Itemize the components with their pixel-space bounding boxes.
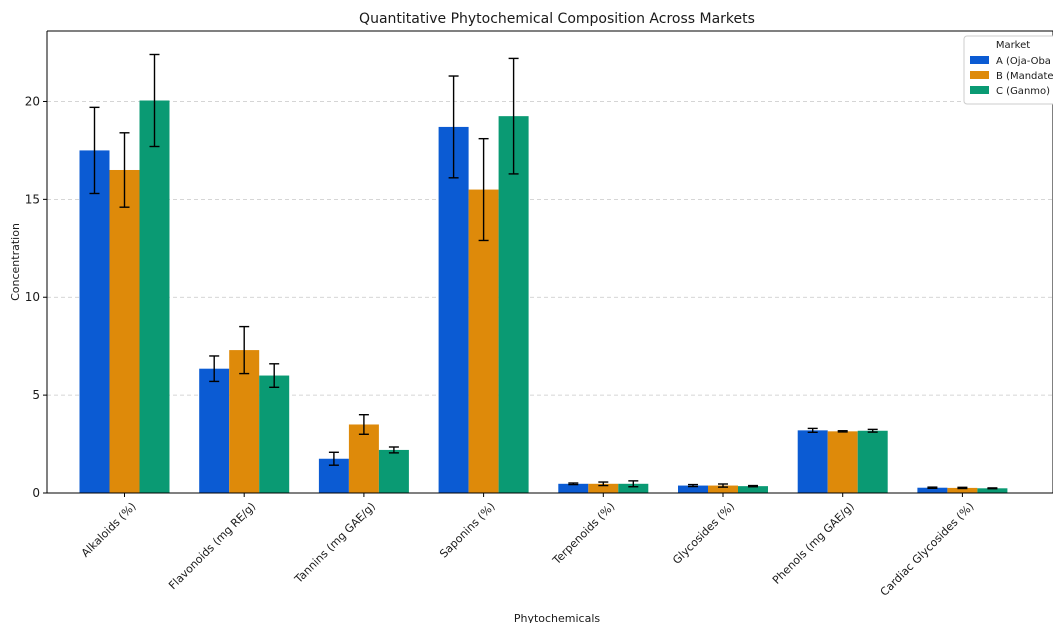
bar: [797, 430, 828, 493]
axes: [46, 30, 1053, 494]
legend-swatch: [970, 71, 989, 79]
bar: [79, 150, 110, 493]
bar: [618, 483, 649, 493]
x-tick-label: Glycosides (%): [670, 500, 737, 567]
bar: [378, 449, 409, 493]
bar: [917, 487, 948, 493]
bar: [977, 488, 1008, 493]
bar: [259, 375, 290, 493]
y-tick-label: 15: [25, 192, 40, 206]
bar: [678, 485, 708, 493]
bar: [438, 126, 469, 493]
y-tick-label: 5: [32, 388, 40, 402]
bar: [109, 169, 140, 494]
bar: [139, 100, 170, 494]
gridlines: [47, 101, 1053, 396]
legend-title: Market: [996, 40, 1030, 51]
bar: [857, 430, 888, 493]
legend: Market A (Oja-Oba B (Mandate C (Ganmo): [963, 35, 1053, 105]
x-tick-label: Alkaloids (%): [79, 500, 139, 560]
x-tick-label: Tannins (mg GAE/g): [292, 500, 378, 586]
x-tick-label: Phenols (mg GAE/g): [770, 500, 857, 587]
x-tick-label: Saponins (%): [437, 500, 498, 561]
y-axis-label: Concentration: [9, 223, 22, 301]
bar: [199, 368, 230, 493]
y-ticks: 0 5 10 15 20: [25, 94, 47, 500]
bar: [498, 116, 529, 494]
legend-label: C (Ganmo): [996, 86, 1050, 97]
legend-label: B (Mandate: [996, 71, 1053, 82]
legend-swatch: [970, 56, 989, 64]
x-tick-label: Terpenoids (%): [550, 500, 618, 568]
x-axis-label: Phytochemicals: [514, 612, 601, 623]
bar: [348, 424, 379, 493]
bars: [79, 100, 1008, 494]
y-tick-label: 10: [25, 290, 40, 304]
bar: [827, 431, 858, 493]
y-tick-label: 0: [32, 486, 40, 500]
x-tick-label: Flavonoids (mg RE/g): [166, 500, 258, 592]
bar: [947, 487, 978, 493]
x-ticks: Alkaloids (%) Flavonoids (mg RE/g) Tannins…: [79, 493, 977, 599]
chart-title: Quantitative Phytochemical Composition A…: [359, 11, 755, 27]
bar: [708, 485, 738, 493]
y-tick-label: 20: [25, 94, 40, 108]
bar: [588, 483, 619, 493]
error-bars: [89, 53, 998, 490]
legend-swatch: [970, 86, 989, 94]
bar: [738, 486, 768, 493]
legend-label: A (Oja-Oba: [996, 56, 1051, 67]
x-tick-label: Cardiac Glycosides (%): [878, 500, 977, 599]
bar: [558, 483, 589, 493]
